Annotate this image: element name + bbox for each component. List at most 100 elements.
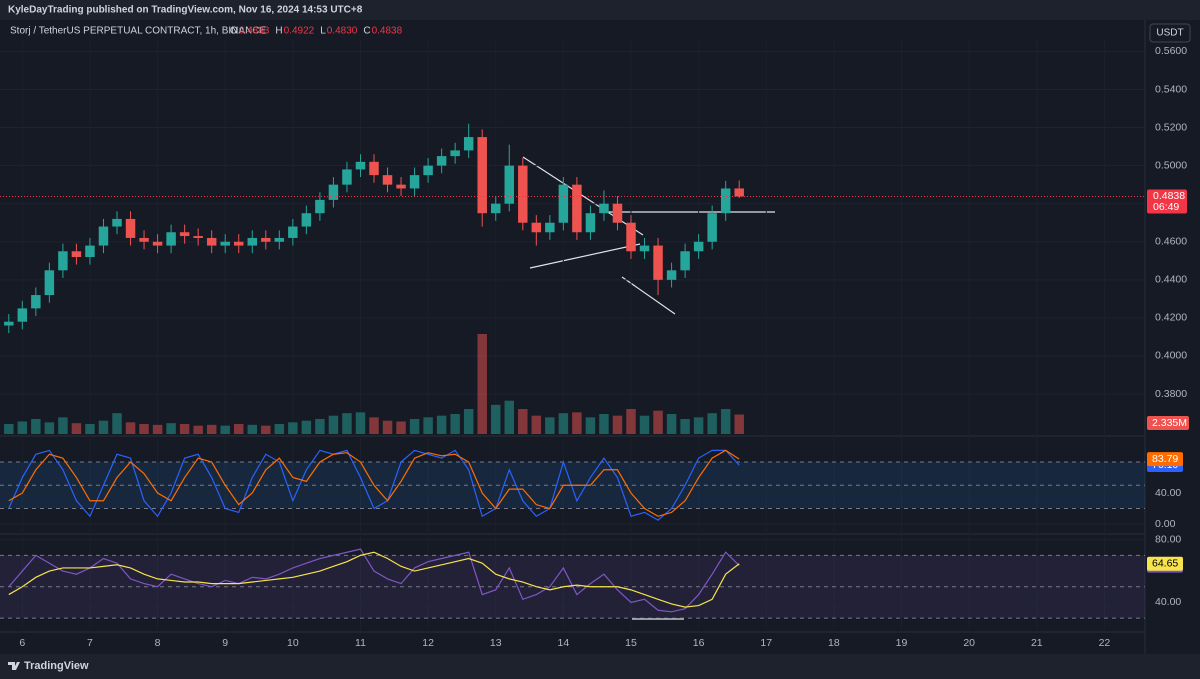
- volume-bar: [85, 424, 95, 434]
- volume-bar: [139, 424, 149, 434]
- y-tick-label: 0.4400: [1155, 274, 1187, 286]
- volume-bar: [626, 409, 636, 434]
- top-bar: [0, 0, 1200, 20]
- x-tick-label: 13: [490, 637, 502, 649]
- candle-body: [639, 245, 650, 252]
- candle-body: [301, 213, 312, 227]
- volume-bar: [572, 412, 582, 434]
- candle-body: [612, 203, 623, 223]
- volume-bar: [450, 414, 460, 434]
- volume-bar: [71, 423, 82, 434]
- x-tick-label: 20: [963, 637, 975, 649]
- ohlc-key: O: [230, 26, 238, 37]
- x-tick-label: 8: [155, 637, 161, 649]
- candle-body: [463, 137, 474, 151]
- y-tick-label: 0.4200: [1155, 312, 1187, 324]
- x-tick-label: 18: [828, 637, 840, 649]
- candle-body: [707, 213, 717, 242]
- x-tick-label: 11: [355, 637, 366, 649]
- volume-bar: [98, 420, 109, 434]
- candle-body: [98, 226, 109, 246]
- volume-bar: [166, 423, 176, 434]
- symbol: Storj / TetherUS PERPETUAL CONTRACT, 1h,…: [10, 26, 267, 37]
- volume-bar: [423, 417, 433, 434]
- volume-bar: [680, 419, 690, 434]
- candle-body: [139, 237, 149, 242]
- ohlc-value: 0.4830: [327, 26, 358, 37]
- volume-bar: [179, 424, 190, 434]
- candle-body: [558, 184, 569, 223]
- candle-body: [4, 321, 14, 326]
- volume-bar: [396, 421, 406, 434]
- candle-body: [653, 245, 663, 280]
- y-tick-label: 0.00: [1155, 518, 1176, 530]
- candle-body: [491, 203, 501, 214]
- candle-body: [152, 241, 163, 246]
- volume-bar: [193, 425, 203, 434]
- volume-bar: [734, 414, 744, 434]
- x-tick-label: 14: [558, 637, 570, 649]
- indicator-line: [8, 449, 740, 517]
- currency-button[interactable]: [1149, 23, 1191, 43]
- volume-bar: [545, 417, 555, 434]
- indicator-line: [8, 548, 740, 613]
- volume-bar: [288, 422, 298, 434]
- value-badge: [1147, 452, 1183, 467]
- volume-bar: [653, 410, 663, 434]
- candle-body: [396, 184, 406, 189]
- ohlc-key: C: [363, 26, 370, 37]
- volume-bar: [504, 400, 514, 434]
- volume-bar: [220, 425, 230, 434]
- x-tick-label: 17: [760, 637, 772, 649]
- volume-bar: [409, 419, 420, 434]
- last-price-label: 0.4838: [1153, 190, 1185, 202]
- candle-body: [179, 232, 190, 237]
- candle-body: [112, 218, 122, 227]
- volume-bar: [491, 404, 501, 434]
- last-price-badge: [1147, 189, 1187, 214]
- candle-body: [166, 232, 176, 246]
- y-tick-label: 0.5400: [1155, 83, 1187, 95]
- volume-bar: [639, 415, 650, 434]
- y-tick-label: 0.5200: [1155, 121, 1187, 133]
- currency[interactable]: USDT: [1156, 28, 1183, 39]
- candle-body: [423, 165, 433, 176]
- volume-bar: [58, 417, 68, 434]
- y-tick-label: 40.00: [1155, 596, 1181, 608]
- x-tick-label: 22: [1099, 637, 1111, 649]
- volume-bar: [477, 334, 487, 434]
- volume-bar: [206, 424, 217, 434]
- candle-body: [734, 188, 744, 197]
- volume-bar: [152, 424, 163, 434]
- volume-bar: [274, 424, 285, 434]
- candle-body: [234, 241, 244, 246]
- volume-bar: [234, 424, 244, 434]
- candle-body: [369, 161, 379, 176]
- volume-bar: [707, 413, 717, 434]
- candle-body: [328, 184, 339, 200]
- candle-body: [71, 251, 82, 257]
- logo: TradingView: [24, 660, 89, 672]
- y-tick-label: 80.00: [1155, 533, 1181, 545]
- volume-bar: [301, 420, 312, 434]
- candle-body: [206, 237, 217, 246]
- x-tick-label: 6: [19, 637, 25, 649]
- volume-bar: [4, 424, 14, 434]
- candle-body: [504, 165, 514, 204]
- candle-body: [531, 222, 542, 233]
- x-tick-label: 21: [1031, 637, 1043, 649]
- volume-bar: [355, 412, 366, 434]
- candle-body: [585, 213, 596, 233]
- y-tick-label: 0.4000: [1155, 350, 1187, 362]
- candle-body: [477, 137, 487, 214]
- volume-bar: [247, 424, 257, 434]
- ohlc-key: H: [275, 26, 282, 37]
- candle-body: [193, 236, 203, 238]
- candle-body: [17, 308, 28, 322]
- volume-bar: [44, 422, 55, 434]
- volume-bar: [531, 415, 542, 434]
- volume-bar: [382, 420, 393, 434]
- candle-body: [450, 150, 460, 157]
- ohlc-value: 0.4922: [284, 26, 315, 37]
- countdown: 06:49: [1153, 201, 1179, 213]
